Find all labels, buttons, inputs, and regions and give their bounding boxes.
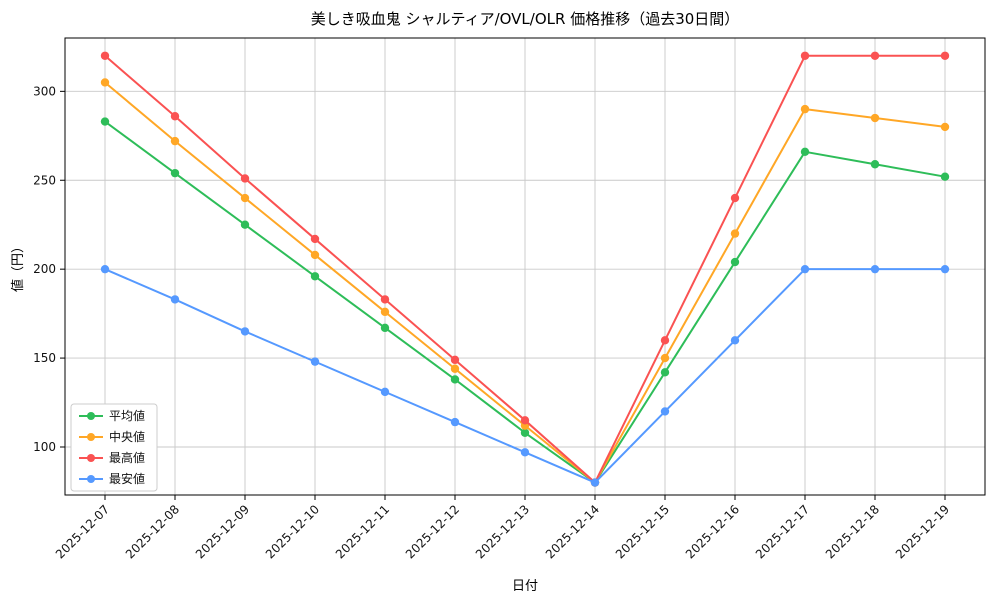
data-point (380, 323, 390, 333)
legend-marker (87, 454, 95, 462)
data-point (800, 104, 810, 114)
x-tick-label: 2025-12-18 (823, 502, 882, 561)
data-point (870, 160, 880, 169)
x-tick-label: 2025-12-12 (403, 502, 462, 561)
x-tick-label: 2025-12-13 (473, 502, 532, 561)
data-point (660, 336, 670, 345)
data-point (520, 428, 530, 437)
x-tick-label: 2025-12-11 (333, 502, 392, 561)
data-point (660, 368, 670, 377)
data-point (590, 478, 600, 487)
data-point (870, 113, 880, 123)
x-tick-label: 2025-12-16 (683, 502, 742, 561)
x-tick-label: 2025-12-10 (263, 502, 322, 561)
data-point (310, 272, 320, 281)
data-point (800, 264, 810, 274)
data-point (940, 51, 950, 60)
data-point (380, 307, 390, 317)
legend (70, 403, 158, 492)
data-point (240, 193, 250, 203)
data-point (310, 234, 320, 244)
data-point (170, 168, 180, 178)
data-point (730, 193, 740, 203)
data-point (730, 257, 740, 267)
data-point (100, 117, 110, 126)
legend-label: 最高値 (109, 450, 145, 465)
y-axis-label: 値（円） (10, 240, 26, 292)
data-point (450, 355, 460, 365)
legend-label: 最安値 (109, 471, 145, 486)
legend-marker (87, 433, 95, 441)
data-point (170, 112, 180, 121)
data-point (310, 357, 320, 366)
legend-marker (87, 412, 95, 420)
y-tick-label: 200 (33, 262, 56, 276)
x-tick-label: 2025-12-14 (543, 502, 602, 561)
x-tick-label: 2025-12-15 (613, 502, 672, 561)
x-tick-label: 2025-12-17 (753, 502, 812, 561)
legend-label: 平均値 (109, 408, 145, 423)
data-point (100, 78, 110, 87)
data-point (660, 353, 670, 363)
legend-label: 中央値 (109, 429, 145, 444)
data-point (520, 448, 530, 457)
data-point (730, 336, 740, 345)
data-point (660, 407, 670, 416)
data-point (520, 416, 530, 425)
data-point (170, 136, 180, 146)
x-tick-label: 2025-12-09 (193, 502, 252, 561)
x-axis-label: 日付 (512, 579, 538, 594)
data-point (870, 264, 880, 274)
plot-group: 2025-12-07 2025-12-08 2025-12-09 2025-12-10… (33, 37, 986, 561)
data-point (800, 51, 810, 60)
plot-border (64, 37, 986, 496)
y-tick-label: 250 (33, 173, 56, 187)
data-point (940, 122, 950, 132)
data-point (170, 295, 180, 304)
data-point (240, 174, 250, 183)
x-tick-label: 2025-12-19 (893, 502, 952, 561)
data-point (940, 172, 950, 181)
data-point (240, 220, 250, 229)
data-point (310, 250, 320, 260)
y-tick-label: 300 (33, 84, 56, 98)
data-point (100, 51, 110, 60)
x-tick-label: 2025-12-08 (123, 502, 182, 561)
data-point (940, 264, 950, 274)
data-point (450, 417, 460, 427)
legend-marker (87, 475, 95, 483)
data-point (450, 375, 460, 384)
data-point (100, 264, 110, 274)
data-point (380, 295, 390, 304)
data-point (870, 51, 880, 60)
data-point (730, 229, 740, 238)
chart-title: 美しき吸血鬼 シャルティア/OVL/OLR 価格推移（過去30日間） (311, 10, 740, 28)
data-point (240, 327, 250, 336)
data-point (380, 387, 390, 397)
y-tick-label: 100 (33, 440, 56, 454)
y-tick-label: 150 (33, 351, 56, 365)
data-point (450, 364, 460, 373)
x-tick-label: 2025-12-07 (53, 502, 112, 561)
data-point (800, 147, 810, 157)
